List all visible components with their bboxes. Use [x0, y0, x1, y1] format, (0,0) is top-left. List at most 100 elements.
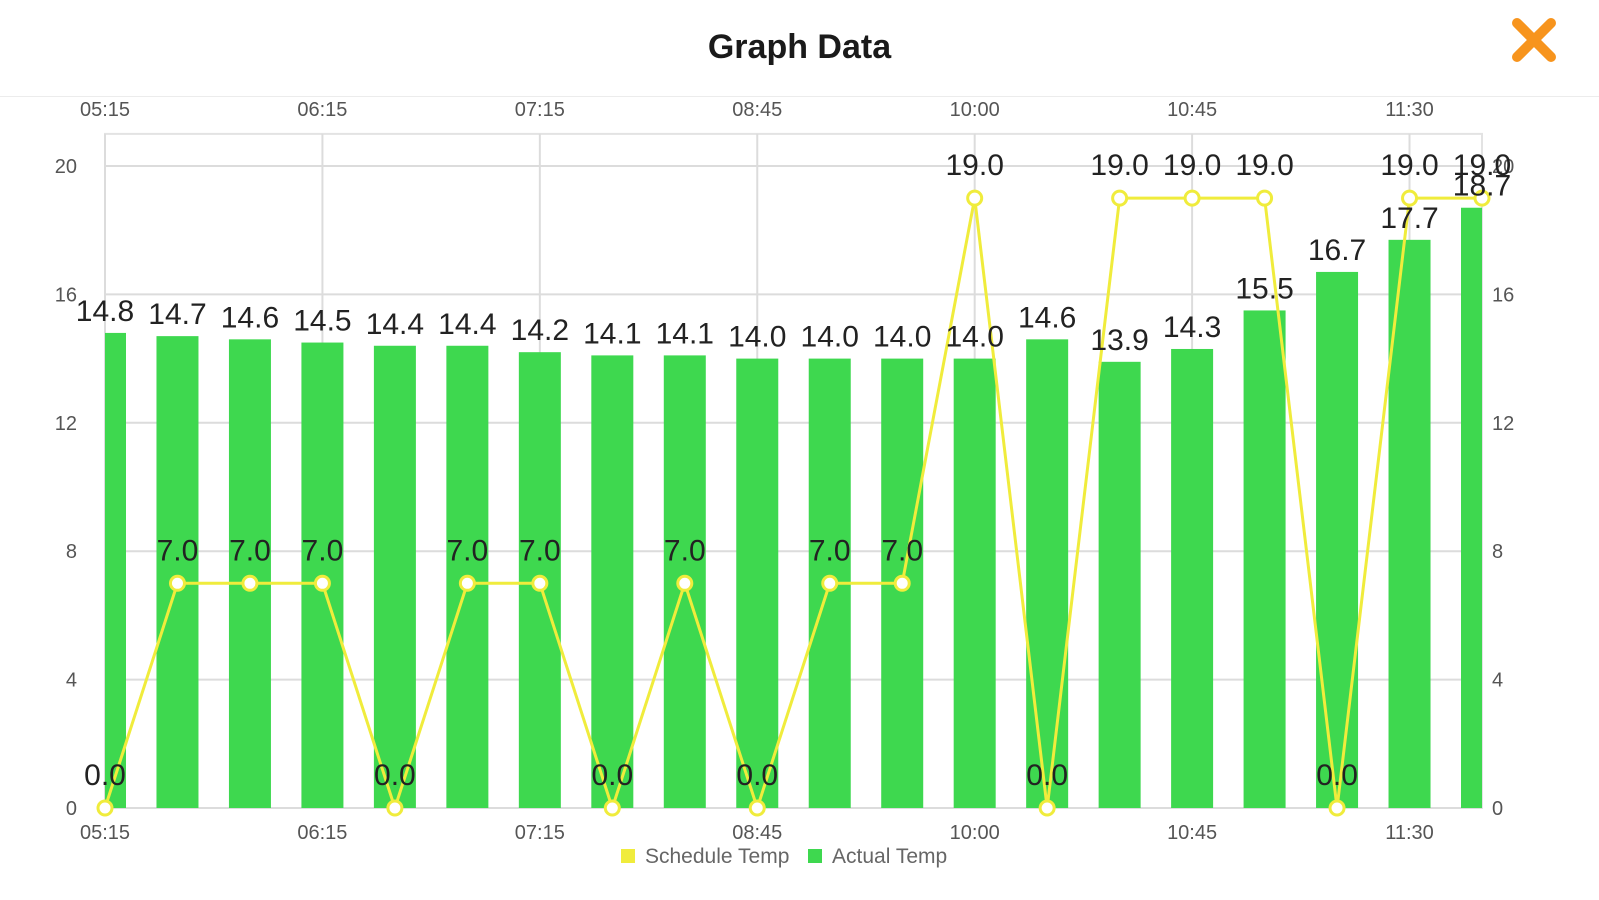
y-tick-label-right: 16	[1492, 284, 1514, 306]
line-schedule-temp	[103, 196, 1482, 813]
x-tick-label-bottom: 07:15	[515, 822, 565, 844]
x-tick-label-bottom: 10:00	[950, 822, 1000, 844]
x-tick-label-bottom: 08:45	[732, 822, 782, 844]
y-tick-label-right: 8	[1492, 541, 1503, 563]
bar-actual-temp	[1461, 207, 1482, 809]
data-label-schedule-temp: 0.0	[1026, 759, 1068, 792]
point-schedule-temp	[531, 574, 549, 592]
x-tick-label-bottom: 05:15	[80, 822, 130, 844]
data-label-schedule-temp: 0.0	[84, 759, 126, 792]
data-label-schedule-temp: 0.0	[374, 759, 416, 792]
data-label-schedule-temp: 19.0	[1090, 149, 1148, 182]
data-label-actual-temp: 14.0	[801, 321, 859, 354]
y-tick-label-right: 0	[1492, 798, 1503, 820]
point-schedule-temp	[1038, 799, 1056, 817]
data-label-actual-temp: 18.7	[1453, 170, 1511, 203]
y-tick-label-right: 4	[1492, 670, 1503, 692]
point-schedule-temp	[603, 799, 621, 817]
data-label-schedule-temp: 7.0	[229, 534, 271, 567]
point-schedule-temp	[1111, 189, 1129, 207]
point-schedule-temp	[96, 799, 114, 817]
point-schedule-temp	[241, 574, 259, 592]
point-schedule-temp	[966, 189, 984, 207]
data-label-actual-temp: 14.6	[1018, 301, 1076, 334]
x-tick-label-bottom: 11:30	[1385, 822, 1434, 844]
data-label-schedule-temp: 19.0	[1453, 149, 1511, 182]
data-label-actual-temp: 14.8	[76, 295, 134, 328]
point-schedule-temp	[676, 574, 694, 592]
legend-label: Schedule Temp	[645, 845, 789, 868]
x-tick-label-top: 05:15	[80, 99, 130, 121]
point-schedule-temp	[386, 799, 404, 817]
legend-swatch	[621, 849, 635, 863]
data-label-schedule-temp: 7.0	[664, 534, 706, 567]
data-label-schedule-temp: 19.0	[1380, 149, 1438, 182]
data-label-actual-temp: 16.7	[1308, 234, 1366, 267]
legend-swatch	[808, 849, 822, 863]
x-tick-label-top: 10:45	[1167, 99, 1217, 121]
y-tick-label-left: 12	[55, 413, 77, 435]
data-label-schedule-temp: 0.0	[1316, 759, 1358, 792]
point-schedule-temp	[168, 574, 186, 592]
data-label-schedule-temp: 7.0	[881, 534, 923, 567]
point-schedule-temp	[1183, 189, 1201, 207]
bar-actual-temp	[1171, 348, 1214, 808]
bar-actual-temp	[1243, 310, 1286, 808]
x-tick-label-bottom: 06:15	[297, 822, 347, 844]
data-label-schedule-temp: 19.0	[1163, 149, 1221, 182]
dialog-header: Graph Data	[0, 0, 1599, 97]
data-label-schedule-temp: 7.0	[302, 534, 344, 567]
data-label-schedule-temp: 19.0	[945, 149, 1003, 182]
data-label-actual-temp: 14.1	[656, 317, 714, 350]
bar-actual-temp	[228, 339, 271, 808]
data-label-actual-temp: 14.5	[293, 305, 351, 338]
close-button[interactable]	[1508, 14, 1560, 66]
data-label-schedule-temp: 7.0	[809, 534, 851, 567]
bar-actual-temp	[736, 358, 779, 808]
point-schedule-temp	[748, 799, 766, 817]
data-label-schedule-temp: 0.0	[591, 759, 633, 792]
y-tick-label-right: 20	[1492, 156, 1514, 178]
data-label-actual-temp: 14.1	[583, 317, 641, 350]
point-schedule-temp	[1256, 189, 1274, 207]
data-label-actual-temp: 14.3	[1163, 311, 1221, 344]
bar-actual-temp	[1316, 271, 1359, 808]
y-tick-label-left: 20	[55, 156, 77, 178]
x-tick-label-top: 07:15	[515, 99, 565, 121]
y-tick-label-left: 16	[55, 284, 77, 306]
bar-actual-temp	[373, 345, 416, 808]
data-label-actual-temp: 14.7	[148, 298, 206, 331]
bar-actual-temp	[1026, 339, 1069, 808]
data-label-actual-temp: 17.7	[1380, 202, 1438, 235]
bar-actual-temp	[953, 358, 996, 808]
x-tick-label-top: 06:15	[297, 99, 347, 121]
point-schedule-temp	[1328, 799, 1346, 817]
data-label-actual-temp: 14.2	[511, 314, 569, 347]
x-tick-label-bottom: 10:45	[1167, 822, 1217, 844]
page-title: Graph Data	[707, 28, 892, 66]
x-tick-label-top: 11:30	[1385, 99, 1434, 121]
point-schedule-temp	[821, 574, 839, 592]
x-tick-label-top: 10:00	[950, 99, 1000, 121]
data-label-actual-temp: 14.6	[221, 301, 279, 334]
temperature-chart: 0 0 4 4 8 8 12 12 16 16 20 20 05:15 05:15 06:15 06:15 07…	[55, 99, 1515, 868]
data-label-actual-temp: 14.0	[728, 321, 786, 354]
data-label-actual-temp: 15.5	[1235, 272, 1293, 305]
data-label-schedule-temp: 0.0	[736, 759, 778, 792]
data-label-actual-temp: 14.4	[438, 308, 496, 341]
y-tick-label-left: 0	[66, 798, 77, 820]
point-schedule-temp	[893, 574, 911, 592]
point-schedule-temp	[1473, 189, 1491, 207]
legend-label: Actual Temp	[832, 845, 947, 868]
data-label-actual-temp: 14.0	[873, 321, 931, 354]
bar-actual-temp	[1098, 361, 1141, 808]
data-label-schedule-temp: 7.0	[519, 534, 561, 567]
close-icon	[1512, 18, 1556, 62]
bar-actual-temp	[105, 332, 126, 808]
data-label-actual-temp: 14.0	[945, 321, 1003, 354]
data-label-schedule-temp: 19.0	[1235, 149, 1293, 182]
data-label-schedule-temp: 7.0	[447, 534, 489, 567]
y-tick-label-left: 4	[66, 670, 77, 692]
point-schedule-temp	[1401, 189, 1419, 207]
data-label-schedule-temp: 7.0	[157, 534, 199, 567]
